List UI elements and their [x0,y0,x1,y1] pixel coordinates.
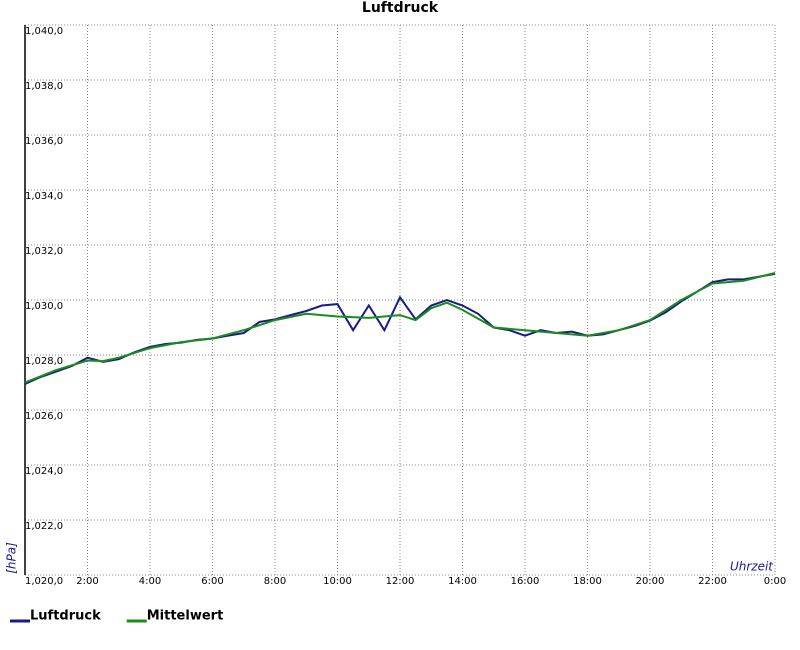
x-tick-label: 12:00 [386,576,415,587]
y-tick-label: 1,036,0 [25,136,63,147]
x-tick-label: 2:00 [76,576,98,587]
x-tick-label: 8:00 [264,576,286,587]
y-tick-label: 1,038,0 [25,81,63,92]
y-tick-label: 1,032,0 [25,246,63,257]
y-tick-label: 1,028,0 [25,356,63,367]
x-tick-label: 0:00 [764,576,786,587]
x-tick-label: 18:00 [573,576,602,587]
x-tick-label: 4:00 [139,576,161,587]
y-axis-title: [hPa] [5,542,19,574]
x-tick-label: 6:00 [201,576,223,587]
legend-label: Luftdruck [30,609,101,624]
y-tick-label: 1,022,0 [25,521,63,532]
x-tick-label: 14:00 [448,576,477,587]
y-tick-label: 1,020,0 [25,576,63,587]
x-tick-label: 10:00 [323,576,352,587]
y-tick-label: 1,034,0 [25,191,63,202]
x-tick-label: 22:00 [698,576,727,587]
y-tick-label: 1,024,0 [25,466,63,477]
y-tick-label: 1,026,0 [25,411,63,422]
x-tick-label: 20:00 [636,576,665,587]
x-tick-label: 16:00 [511,576,540,587]
x-axis-title: Uhrzeit [730,560,774,574]
legend-label: Mittelwert [147,609,224,624]
chart-title: Luftdruck [362,0,439,16]
y-tick-label: 1,030,0 [25,301,63,312]
data-line [24,272,776,384]
y-tick-label: 1,040,0 [25,26,63,37]
